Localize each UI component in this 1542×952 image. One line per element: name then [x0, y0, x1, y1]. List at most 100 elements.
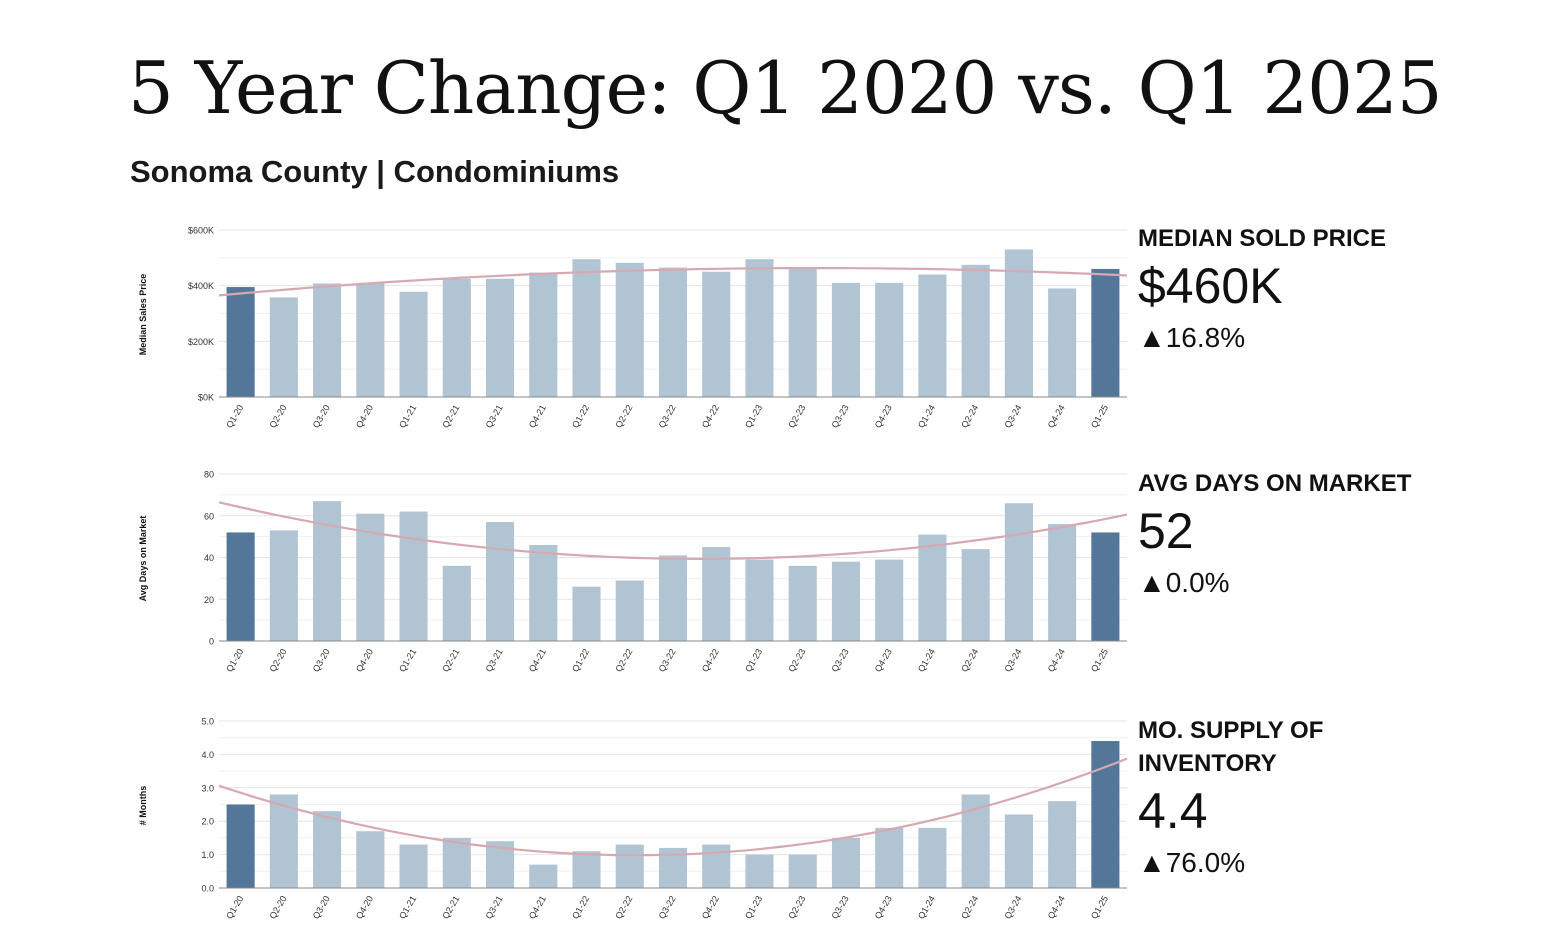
x-tick-label: Q2-21	[440, 647, 461, 674]
bar-Q1-22	[572, 851, 601, 888]
y-tick-label: 0	[209, 637, 214, 647]
x-tick-label: Q1-22	[570, 403, 591, 430]
bar-Q1-24	[918, 274, 947, 397]
y-tick-label: 0.0	[201, 884, 214, 894]
bar-Q3-21	[485, 278, 515, 397]
bar-Q4-24	[1048, 801, 1077, 888]
x-tick-label: Q1-21	[397, 894, 418, 921]
bar-Q1-25	[1091, 741, 1120, 888]
page-subtitle: Sonoma County | Condominiums	[130, 154, 620, 189]
bar-Q2-23	[788, 854, 817, 888]
x-tick-label: Q1-20	[224, 403, 245, 430]
y-tick-label: $200K	[188, 337, 214, 347]
x-tick-label: Q2-20	[267, 403, 288, 430]
x-tick-label: Q1-25	[1089, 894, 1110, 921]
x-tick-label: Q4-21	[527, 647, 548, 674]
x-tick-label: Q2-21	[440, 894, 461, 921]
bar-Q2-21	[442, 278, 471, 397]
stat-change: ▲0.0%	[1138, 567, 1230, 598]
x-tick-label: Q3-23	[830, 403, 851, 430]
x-tick-label: Q1-21	[397, 403, 418, 430]
x-tick-label: Q2-23	[786, 894, 807, 921]
bar-Q4-21	[529, 272, 558, 397]
bar-Q3-20	[313, 811, 342, 888]
bar-Q4-23	[875, 282, 904, 397]
bar-Q4-20	[356, 282, 385, 397]
stat-label: MO. SUPPLY OF INVENTORY	[1138, 717, 1324, 777]
x-tick-label: Q4-21	[527, 894, 548, 921]
x-tick-label: Q2-24	[959, 647, 980, 674]
x-tick-label: Q3-24	[1002, 647, 1023, 674]
bar-Q2-22	[615, 580, 644, 641]
y-tick-label: $0K	[198, 393, 214, 403]
x-tick-label: Q1-21	[397, 647, 418, 674]
bar-Q1-20	[226, 287, 255, 397]
bar-Q1-25	[1091, 532, 1120, 641]
bar-Q4-24	[1048, 288, 1077, 397]
x-tick-label: Q4-20	[354, 894, 375, 921]
bar-Q1-22	[572, 259, 601, 397]
x-tick-label: Q3-21	[484, 894, 505, 921]
bar-Q1-24	[918, 827, 947, 888]
bar-Q4-22	[702, 271, 731, 397]
stat-value: $460K	[1138, 258, 1283, 314]
y-tick-label: 1.0	[201, 850, 214, 860]
x-tick-label: Q1-23	[743, 894, 764, 921]
stat-value: 4.4	[1138, 783, 1208, 839]
x-tick-label: Q1-22	[570, 894, 591, 921]
y-axis-title: Median Sales Price	[138, 274, 148, 356]
trend-line	[218, 757, 1128, 857]
bar-Q1-23	[745, 854, 774, 888]
x-tick-label: Q2-20	[267, 894, 288, 921]
bar-Q1-23	[745, 259, 774, 397]
bar-Q4-20	[356, 831, 385, 888]
x-tick-label: Q2-23	[786, 403, 807, 430]
bar-Q4-20	[356, 513, 385, 641]
x-tick-label: Q2-22	[613, 894, 634, 921]
x-tick-label: Q1-25	[1089, 403, 1110, 430]
x-tick-label: Q1-24	[916, 647, 937, 674]
y-tick-label: 40	[204, 553, 214, 563]
bar-Q4-23	[875, 559, 904, 641]
x-tick-label: Q3-23	[830, 647, 851, 674]
bar-Q2-23	[788, 565, 817, 641]
x-tick-label: Q1-23	[743, 647, 764, 674]
x-tick-label: Q4-20	[354, 647, 375, 674]
x-tick-label: Q3-21	[484, 647, 505, 674]
chart-3: 0.0 1.0 2.0 3.0 4.0 5.0 # Months Q1-20 Q2-20 Q3-2…	[138, 717, 1128, 921]
x-tick-label: Q2-22	[613, 647, 634, 674]
bar-Q3-23	[831, 561, 861, 641]
bar-Q1-22	[572, 586, 601, 641]
bar-Q2-22	[615, 844, 644, 888]
x-tick-label: Q3-22	[657, 647, 678, 674]
x-tick-label: Q4-23	[873, 403, 894, 430]
bar-Q2-20	[269, 794, 298, 888]
trend-line	[218, 501, 1128, 560]
x-tick-label: Q3-22	[657, 403, 678, 430]
stat-change: ▲16.8%	[1138, 322, 1246, 353]
x-tick-label: Q4-22	[700, 403, 721, 430]
x-tick-label: Q3-21	[484, 403, 505, 430]
bar-Q4-21	[529, 544, 558, 641]
trend-line	[218, 267, 1128, 297]
x-tick-label: Q3-23	[830, 894, 851, 921]
chart-2: 0 20 40 60 80 Avg Days on Market Q1-20 Q2-20 Q3-…	[138, 470, 1128, 674]
x-tick-label: Q1-20	[224, 894, 245, 921]
bar-Q3-24	[1004, 249, 1033, 397]
x-tick-label: Q2-21	[440, 403, 461, 430]
x-tick-label: Q3-20	[311, 894, 332, 921]
bar-Q2-24	[961, 264, 990, 397]
x-tick-label: Q4-24	[1046, 403, 1067, 430]
y-tick-label: 60	[204, 511, 214, 521]
bar-Q1-21	[399, 511, 428, 641]
bar-Q1-21	[399, 844, 428, 888]
x-tick-label: Q3-20	[311, 403, 332, 430]
bar-Q3-22	[658, 267, 688, 397]
bar-Q4-24	[1048, 524, 1077, 641]
bar-Q1-23	[745, 559, 774, 641]
x-tick-label: Q3-24	[1002, 403, 1023, 430]
stat-value: 52	[1138, 503, 1194, 559]
x-tick-label: Q4-20	[354, 403, 375, 430]
y-tick-label: 20	[204, 595, 214, 605]
y-tick-label: $400K	[188, 281, 214, 291]
